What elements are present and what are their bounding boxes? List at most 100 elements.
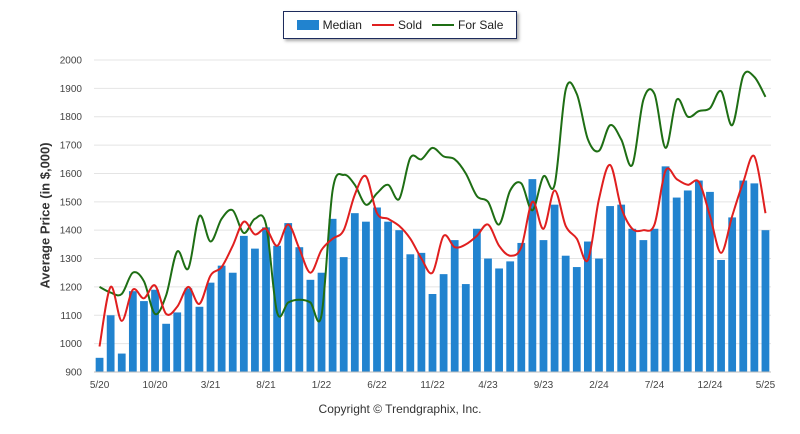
bar-median <box>384 221 392 372</box>
copyright-credit: Copyright © Trendgraphix, Inc. <box>318 402 482 416</box>
bar-median <box>450 240 459 372</box>
bar-median <box>572 267 581 372</box>
bar-median <box>184 288 193 372</box>
y-tick-label: 1500 <box>60 197 83 208</box>
x-tick-label: 4/23 <box>478 380 498 391</box>
bar-median <box>339 257 348 372</box>
x-tick-label: 7/24 <box>645 380 665 391</box>
bar-median <box>162 323 171 372</box>
bar-median <box>239 235 248 372</box>
x-tick-label: 2/24 <box>589 380 609 391</box>
bar-median <box>251 248 259 372</box>
y-tick-label: 1300 <box>60 254 83 265</box>
bar-median <box>517 242 526 372</box>
legend-label-sold: Sold <box>397 18 423 32</box>
bar-median <box>140 301 148 372</box>
bar-median <box>295 247 304 372</box>
bar-median <box>750 183 759 372</box>
legend-label-median: Median <box>322 18 362 32</box>
bar-median <box>661 166 670 372</box>
bar-median <box>117 353 126 372</box>
y-tick-label: 1700 <box>60 141 83 152</box>
bar-median <box>461 284 470 372</box>
bar-median <box>328 218 337 372</box>
y-tick-label: 1000 <box>60 339 83 350</box>
bar-median <box>373 207 381 372</box>
bar-median <box>539 240 548 372</box>
x-tick-label: 10/20 <box>143 380 168 391</box>
x-tick-label: 5/25 <box>756 380 776 391</box>
bar-median <box>672 197 681 372</box>
bar-median <box>506 261 515 372</box>
x-tick-label: 3/21 <box>201 380 221 391</box>
bar-median <box>262 227 270 372</box>
bar-median <box>395 230 404 372</box>
x-tick-label: 12/24 <box>697 380 722 391</box>
bar-median <box>550 204 559 372</box>
bar-median <box>528 179 537 372</box>
bar-median <box>717 259 725 372</box>
bar-median <box>284 223 293 372</box>
bar-median <box>439 274 448 372</box>
bar-median <box>683 190 692 372</box>
chart-legend: Median Sold For Sale <box>283 11 517 39</box>
y-tick-label: 2000 <box>60 56 83 67</box>
x-tick-label: 8/21 <box>256 380 276 391</box>
bar-median <box>362 221 370 372</box>
y-tick-label: 1800 <box>60 112 83 123</box>
bar-median <box>428 294 437 372</box>
y-tick-label: 900 <box>65 368 82 379</box>
bar-median <box>650 228 659 372</box>
bar-median <box>761 230 770 372</box>
bar-median <box>95 357 104 372</box>
legend-item-sold: Sold <box>371 18 423 32</box>
bar-median <box>694 180 703 372</box>
bar-median <box>151 289 159 372</box>
bar-median <box>484 258 492 372</box>
x-tick-label: 5/20 <box>90 380 110 391</box>
bar-median <box>728 217 737 372</box>
x-tick-label: 11/22 <box>420 380 445 391</box>
legend-item-for-sale: For Sale <box>432 18 503 32</box>
y-tick-label: 1100 <box>60 311 82 322</box>
bar-median <box>639 240 648 372</box>
legend-swatch-median <box>296 20 319 30</box>
x-tick-label: 6/22 <box>367 380 387 391</box>
line-sold <box>98 154 767 347</box>
bar-median <box>228 272 237 372</box>
bar-median <box>617 204 626 372</box>
legend-swatch-sold <box>371 24 394 26</box>
y-tick-label: 1200 <box>60 282 83 293</box>
legend-item-median: Median <box>296 18 362 32</box>
bar-median <box>606 206 614 372</box>
bar-median <box>217 265 226 372</box>
x-tick-label: 1/22 <box>312 380 332 391</box>
line-for-sale <box>99 70 767 323</box>
bar-median <box>495 268 503 372</box>
bar-median <box>473 228 481 372</box>
bar-median <box>306 279 315 372</box>
bar-median <box>406 254 415 372</box>
y-tick-label: 1900 <box>60 84 83 95</box>
legend-label-for-sale: For Sale <box>458 18 504 32</box>
bar-median <box>561 255 570 372</box>
bar-median <box>350 213 359 372</box>
bar-median <box>173 312 182 372</box>
bar-median <box>628 228 637 372</box>
bar-median <box>595 258 603 372</box>
bar-median <box>128 291 137 372</box>
x-tick-label: 9/23 <box>534 380 554 391</box>
bar-median <box>583 241 592 372</box>
bar-median <box>317 272 326 372</box>
y-tick-label: 1600 <box>60 169 83 180</box>
legend-swatch-for-sale <box>432 24 455 26</box>
bar-median <box>106 315 115 372</box>
bar-median <box>739 180 748 372</box>
bar-median <box>706 191 714 372</box>
bar-median <box>195 306 204 372</box>
bar-median <box>417 252 426 372</box>
y-tick-label: 1400 <box>60 226 83 237</box>
bar-median <box>206 282 215 372</box>
